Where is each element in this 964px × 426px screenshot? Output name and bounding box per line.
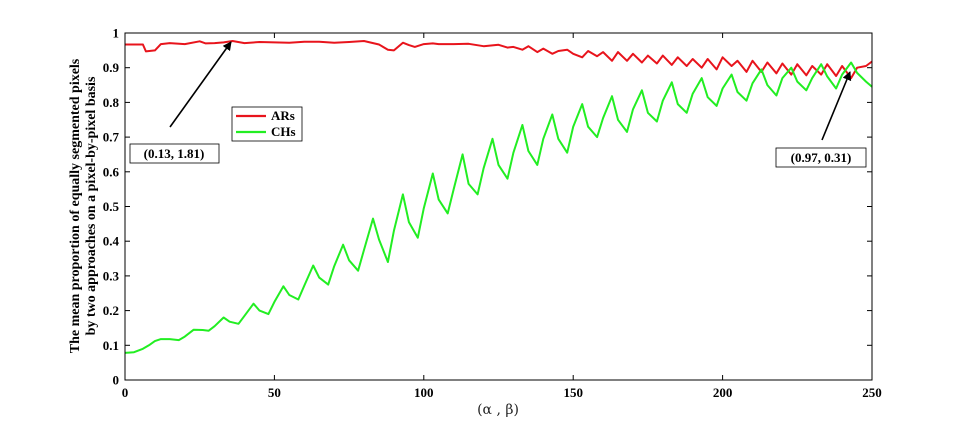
y-tick-label: 0.3 [103, 268, 120, 283]
x-axis-label: (α , β) [477, 402, 519, 418]
annotation-label-1: (0.13, 1.81) [144, 146, 205, 161]
y-axis-label-line1: The mean proportion of equally segmented… [68, 58, 83, 353]
annotation-arrow-1 [169, 41, 232, 128]
annotation-box-2 [775, 147, 867, 168]
x-tick-label: 250 [862, 385, 882, 400]
x-tick-label: 0 [122, 385, 129, 400]
ticks-layer: 0 50 100 150 200 250 0 0.1 0.2 0.3 0.4 0.5 0.6 0.7 0.8… [103, 26, 882, 401]
y-axis-label-line2: by two approaches on a pixel-by-pixel ba… [84, 76, 99, 335]
legend: ARs CHs [231, 106, 303, 142]
x-tick-label: 100 [414, 385, 434, 400]
annotation-box-1 [129, 143, 220, 164]
x-tick-label: 150 [563, 385, 583, 400]
y-tick-label: 0.4 [103, 234, 120, 249]
y-tick-label: 0 [113, 373, 120, 388]
annotation-1: (0.13, 1.81) [129, 41, 232, 164]
annotation-2: (0.97, 0.31) [775, 71, 867, 168]
y-tick-label: 0.1 [103, 338, 119, 353]
y-tick-label: 0.8 [103, 95, 120, 110]
legend-label-chs: CHs [271, 124, 296, 139]
y-tick-label: 0.9 [103, 60, 120, 75]
series-layer [124, 40, 873, 354]
legend-box [231, 106, 303, 142]
series-line-ars [125, 40, 873, 80]
x-tick-label: 50 [268, 385, 281, 400]
series-line-chs [124, 61, 873, 354]
annotation-arrow-2 [821, 71, 852, 141]
y-tick-label: 0.2 [103, 303, 119, 318]
x-tick-label: 200 [713, 385, 733, 400]
y-tick-label: 0.7 [103, 130, 120, 145]
annotation-label-2: (0.97, 0.31) [791, 150, 852, 165]
legend-label-ars: ARs [271, 108, 295, 123]
plot-area [125, 33, 872, 380]
y-tick-label: 0.5 [103, 199, 120, 214]
y-tick-label: 0.6 [103, 164, 120, 179]
y-tick-label: 1 [113, 26, 120, 41]
